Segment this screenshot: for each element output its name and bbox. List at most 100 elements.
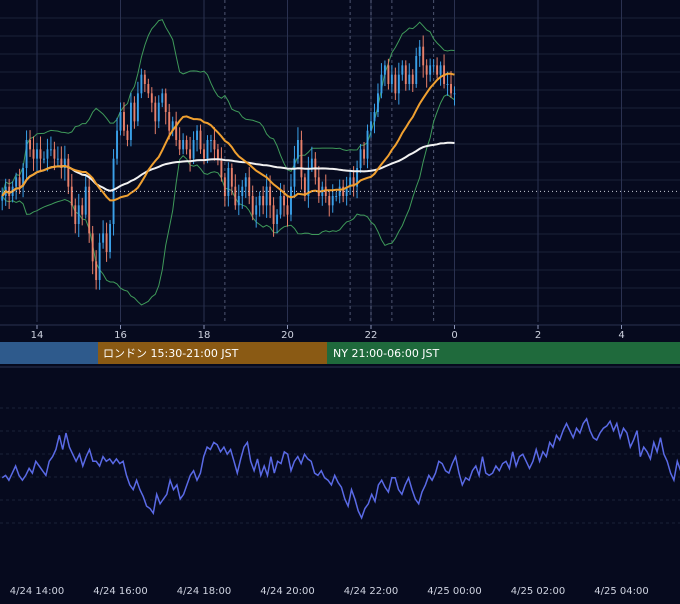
candle-body [223,177,226,196]
candle-body [415,56,418,84]
candle-body [140,74,143,94]
candle-body [359,149,362,168]
session-london-band [98,342,327,364]
oscillator-axis-tick-label: 4/25 04:00 [594,586,648,597]
session-london-label: ロンドン 15:30-21:00 JST [103,347,239,360]
oscillator-axis-tick-label: 4/24 16:00 [93,586,147,597]
candle-body [1,196,4,201]
candle-body [293,158,296,187]
candle-body [157,102,160,122]
candle-body [377,93,379,112]
candle-body [203,149,205,159]
candle-body [276,214,279,224]
candle-body [429,65,432,75]
candle-body [387,65,390,84]
candle-body [370,121,372,131]
candle-body [109,224,112,252]
candle-body [63,158,66,168]
candle-body [300,140,303,178]
candle-body [237,196,240,206]
candle-body [189,149,192,159]
candle-body [171,121,174,131]
ma-short-line [1,72,455,202]
candle-body [43,158,45,160]
candle-body [60,158,63,168]
candle-body [192,140,195,159]
price-axis-ticks: 14 16 18 20 22 0 2 4 [31,325,625,341]
candle-body [150,93,153,103]
price-time-axis: 14 16 18 20 22 0 2 4 [0,324,680,341]
candle-body [102,233,105,243]
candle-body [220,158,223,178]
candle-body [77,205,80,224]
candle-body [397,74,400,94]
candle-body [418,46,421,56]
candle-body [39,149,42,159]
candle-body [366,130,369,159]
oscillator-axis-tick-label: 4/24 18:00 [177,586,231,597]
candle-body [411,74,414,84]
oscillator-grid [0,407,680,524]
candle-body [227,168,230,196]
candle-body [338,186,341,196]
candle-body [328,196,331,206]
candle-body [401,65,404,75]
candle-body [279,196,282,215]
candle-body [272,205,275,224]
candles [1,35,456,290]
oscillator-time-axis: 4/24 14:00 4/24 16:00 4/24 18:00 4/24 20:00… [10,586,649,597]
candle-body [15,177,18,187]
candle-body [185,140,188,150]
candle-body [262,196,265,206]
candle-body [324,186,327,196]
candle-body [178,140,181,150]
price-axis-tick-label: 14 [31,330,44,341]
candle-body [210,140,212,141]
price-axis-tick-label: 2 [535,330,541,341]
candle-body [126,130,129,140]
candle-body [206,140,209,159]
candle-body [380,74,383,94]
oscillator-axis-tick-label: 4/24 20:00 [260,586,314,597]
candle-body [408,74,411,84]
candle-body [258,196,261,206]
candle-body [81,205,84,215]
candle-body [196,130,198,140]
candle-body [244,177,247,187]
price-axis-tick-label: 16 [114,330,127,341]
candle-body [74,205,77,224]
candle-body [123,112,125,131]
oscillator-axis-tick-label: 4/24 22:00 [344,586,398,597]
candle-body [436,65,439,75]
candle-body [296,140,299,159]
candle-body [133,102,136,122]
candle-body [383,65,386,75]
session-bar: ロンドン 15:30-21:00 JST NY 21:00-06:00 JST [0,342,680,364]
price-axis-tick-label: 4 [618,330,624,341]
price-axis-tick-label: 18 [198,330,211,341]
candle-body [432,65,435,67]
candle-body [129,102,132,140]
candle-body [317,177,320,196]
candle-body [98,242,101,280]
candle-body [425,65,428,75]
candle-body [136,93,139,122]
candle-body [29,140,31,150]
session-tokyo-band [0,342,98,364]
candle-body [331,196,334,206]
candle-body [25,140,28,168]
candle-body [352,177,355,187]
moving-averages [1,72,455,202]
candle-body [36,149,38,159]
candle-body [241,186,244,196]
candle-body [255,205,258,215]
candle-body [290,186,292,215]
candle-body [18,177,21,187]
bollinger-upper-line [1,19,455,197]
candle-body [251,196,254,215]
oscillator-axis-tick-label: 4/24 14:00 [10,586,64,597]
candle-body [53,149,56,159]
candle-body [390,74,393,84]
candle-body [307,168,310,196]
